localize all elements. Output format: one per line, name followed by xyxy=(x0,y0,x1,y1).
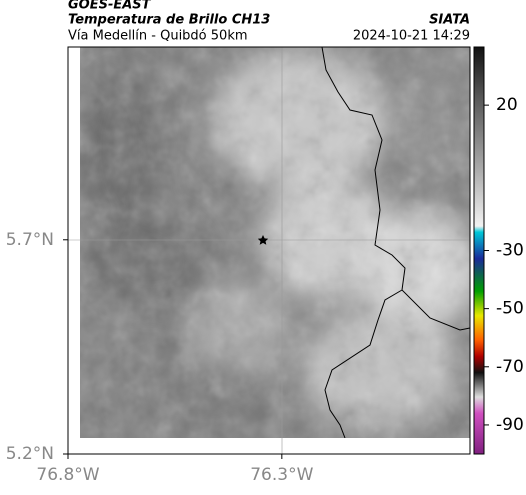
colorbar-tick-label: -50 xyxy=(496,299,524,319)
colorbar xyxy=(473,46,485,455)
colorbar-tick-label: -70 xyxy=(496,357,524,377)
border-line xyxy=(321,47,470,438)
colorbar-tick-label: -30 xyxy=(496,241,524,261)
y-tick-label: 5.2°N xyxy=(6,444,54,464)
satellite-name: GOES-EAST xyxy=(68,0,152,13)
y-tick-label: 5.7°N xyxy=(6,230,54,250)
location-marker xyxy=(257,235,269,245)
product-title: Temperatura de Brillo CH13 xyxy=(68,13,270,28)
map-frame xyxy=(67,46,471,455)
x-tick-label: 76.3°W xyxy=(250,465,313,485)
timestamp: 2024-10-21 14:29 xyxy=(353,29,470,44)
colorbar-tick-label: 20 xyxy=(496,95,518,115)
colorbar-tick-label: -90 xyxy=(496,415,524,435)
region: Vía Medellín - Quibdó 50km xyxy=(68,29,248,44)
agency: SIATA xyxy=(429,13,470,28)
satellite-image xyxy=(80,47,470,438)
x-tick-label: 76.8°W xyxy=(36,465,99,485)
